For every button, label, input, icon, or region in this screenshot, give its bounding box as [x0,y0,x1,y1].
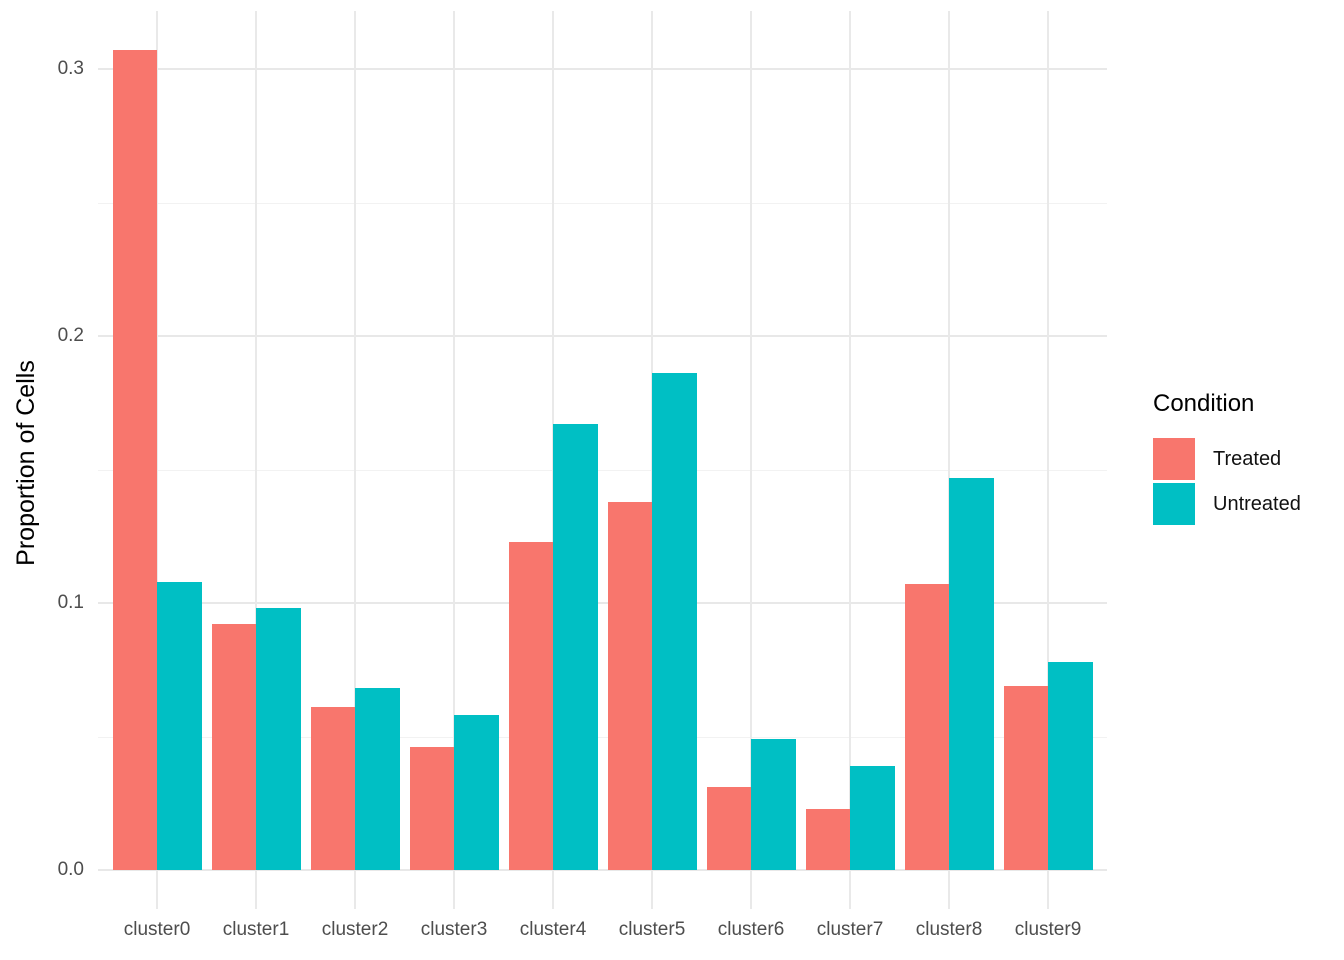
x-tick-label: cluster6 [717,919,785,940]
gridline-category [1047,11,1049,909]
bar-untreated-cluster3 [454,715,499,870]
x-tick-label: cluster5 [618,919,686,940]
x-tick-label: cluster1 [222,919,290,940]
bar-untreated-cluster7 [850,765,895,870]
x-tick-label: cluster7 [816,919,884,940]
bar-untreated-cluster6 [751,739,796,870]
y-tick-label: 0.1 [57,592,84,613]
legend-entry-untreated: Untreated [1153,483,1301,525]
bar-untreated-cluster5 [652,373,697,870]
gridline-minor [98,469,1107,471]
gridline-category [750,11,752,909]
gridline-category [849,11,851,909]
y-tick-label: 0.2 [57,325,84,346]
legend: Condition Treated Untreated [1153,390,1301,528]
gridline-category [354,11,356,909]
bar-treated-cluster2 [310,707,355,870]
bar-untreated-cluster4 [553,424,598,870]
plot-panel [98,11,1107,909]
bar-treated-cluster9 [1003,685,1048,870]
gridline-major [98,335,1107,337]
treated-color-swatch [1153,438,1195,480]
y-tick-label: 0.3 [57,58,84,79]
bar-treated-cluster3 [409,747,454,870]
bar-treated-cluster6 [706,787,751,870]
x-tick-label: cluster3 [420,919,488,940]
gridline-major [98,68,1107,70]
bar-untreated-cluster2 [355,688,400,870]
bar-untreated-cluster0 [157,581,202,870]
gridline-major [98,869,1107,871]
bar-treated-cluster0 [112,50,157,870]
gridline-category [948,11,950,909]
bar-treated-cluster4 [508,541,553,870]
x-tick-label: cluster0 [123,919,191,940]
bar-untreated-cluster9 [1048,661,1093,870]
x-tick-label: cluster9 [1014,919,1082,940]
gridline-minor [98,202,1107,204]
legend-label-untreated: Untreated [1213,492,1301,515]
bar-untreated-cluster8 [949,477,994,870]
legend-entry-treated: Treated [1153,438,1301,480]
bar-untreated-cluster1 [256,608,301,870]
gridline-category [255,11,257,909]
gridline-minor [98,736,1107,738]
legend-label-treated: Treated [1213,447,1282,470]
y-axis-title: Proportion of Cells [12,360,40,566]
bar-treated-cluster5 [607,501,652,870]
untreated-color-swatch [1153,483,1195,525]
x-tick-label: cluster8 [915,919,983,940]
bar-treated-cluster7 [805,808,850,870]
bar-treated-cluster1 [211,624,256,870]
legend-title: Condition [1153,390,1255,417]
x-tick-label: cluster4 [519,919,587,940]
x-tick-label: cluster2 [321,919,389,940]
gridline-category [453,11,455,909]
bar-treated-cluster8 [904,584,949,870]
gridline-major [98,602,1107,604]
gridline-category [156,11,158,909]
y-tick-label: 0.0 [57,859,84,880]
